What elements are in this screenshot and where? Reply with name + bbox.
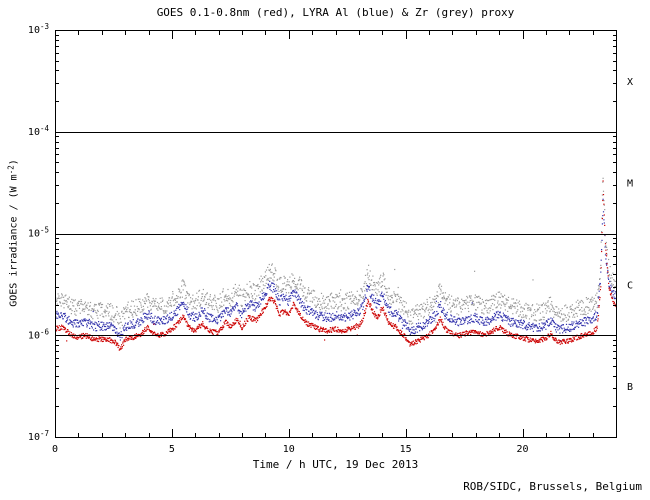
x-tick-label: 15 (400, 444, 412, 455)
y-axis-label-main: GOES irradiance / (W m (8, 174, 20, 307)
series-lyra-zr-grey (55, 177, 616, 329)
series-layer (55, 177, 616, 351)
y-axis-label-close: ) (8, 159, 20, 166)
flare-class-label: M (627, 179, 633, 190)
y-axis-label-exponent: -2 (6, 165, 16, 175)
y-tick-label: 10-5 (28, 226, 49, 240)
flare-class-label: C (627, 280, 633, 291)
flare-class-label: B (627, 382, 633, 393)
flare-class-label: X (627, 77, 633, 88)
x-tick-label: 0 (52, 444, 58, 455)
y-tick-label: 10-3 (28, 22, 49, 36)
chart-title: GOES 0.1-0.8nm (red), LYRA Al (blue) & Z… (156, 6, 515, 19)
y-axis-label: GOES irradiance / (W m-2) (6, 159, 20, 307)
y-tick-label: 10-7 (28, 429, 49, 443)
plot-frame (55, 30, 617, 438)
series-lyra-al-blue (55, 198, 616, 342)
y-tick-label: 10-6 (28, 327, 50, 341)
x-tick-label: 5 (169, 444, 175, 455)
credit-text: ROB/SIDC, Brussels, Belgium (463, 480, 642, 493)
x-axis-label: Time / h UTC, 19 Dec 2013 (252, 458, 419, 471)
y-tick-label: 10-4 (28, 124, 50, 138)
axis-tick-labels: 10-3 10-4 10-5 10-6 10-70 5 10 15 20 X M C B (28, 22, 633, 455)
x-tick-label: 10 (283, 444, 295, 455)
axis-ticks (55, 30, 617, 438)
x-tick-label: 20 (516, 444, 528, 455)
